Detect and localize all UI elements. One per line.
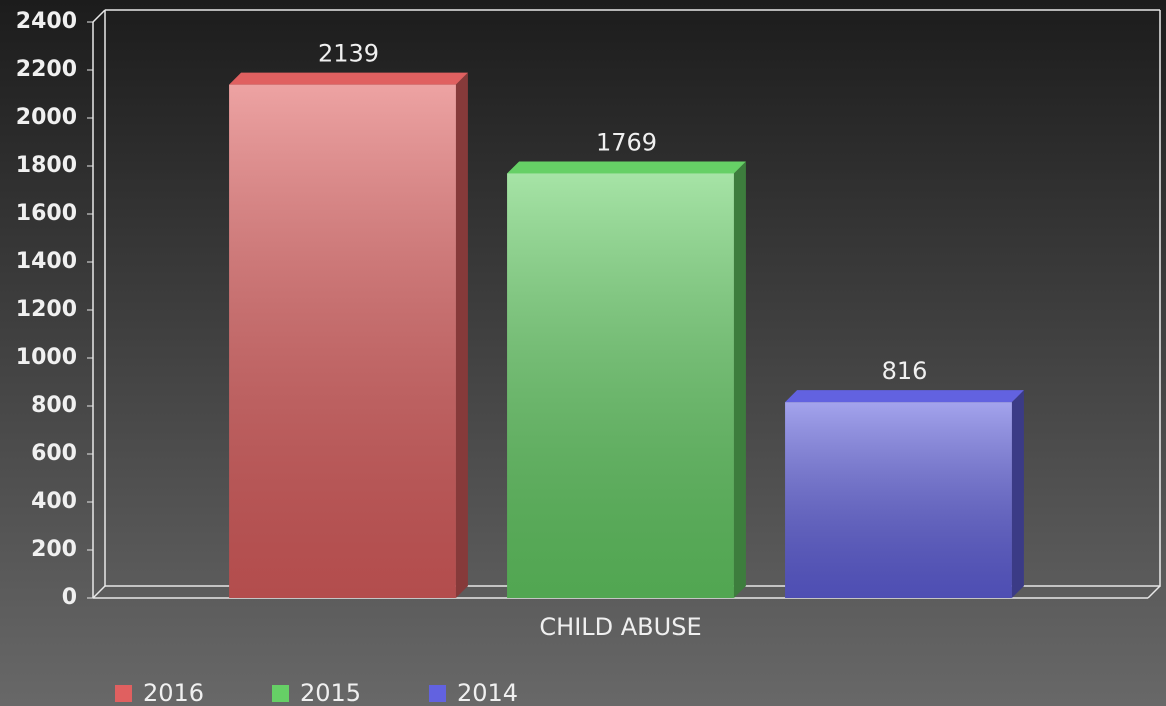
- y-tick-label: 1400: [16, 249, 77, 274]
- y-tick-label: 600: [31, 441, 77, 466]
- y-tick-label: 2200: [16, 57, 77, 82]
- value-label: 1769: [596, 128, 657, 156]
- bar-shade: [507, 173, 734, 598]
- legend-label: 2015: [300, 679, 361, 706]
- legend-swatch: [429, 685, 446, 702]
- legend-label: 2016: [143, 679, 204, 706]
- y-axis-depth: [92, 9, 106, 23]
- y-tick-label: 2400: [16, 9, 77, 34]
- bar-side: [1011, 390, 1024, 598]
- y-tick-label: 400: [31, 489, 77, 514]
- bar-top: [785, 390, 1024, 403]
- bar-side: [455, 72, 468, 598]
- y-tick-label: 2000: [16, 105, 77, 130]
- x-tick-label: CHILD ABUSE: [539, 613, 701, 641]
- value-label: 2139: [318, 40, 379, 68]
- floor-left: [92, 585, 106, 599]
- bar-side: [733, 161, 746, 598]
- bar-top: [507, 161, 746, 174]
- legend-swatch: [115, 685, 132, 702]
- y-tick-label: 1200: [16, 297, 77, 322]
- bar-shade: [785, 402, 1012, 598]
- bar-shade: [229, 84, 456, 598]
- y-tick-label: 1800: [16, 153, 77, 178]
- y-tick-label: 1000: [16, 345, 77, 370]
- y-tick-label: 800: [31, 393, 77, 418]
- value-label: 816: [882, 357, 928, 385]
- floor-right: [1147, 585, 1161, 599]
- y-tick-label: 0: [62, 585, 77, 610]
- bar-top: [229, 72, 468, 85]
- y-tick-label: 200: [31, 537, 77, 562]
- legend-swatch: [272, 685, 289, 702]
- legend-label: 2014: [457, 679, 518, 706]
- y-tick-label: 1600: [16, 201, 77, 226]
